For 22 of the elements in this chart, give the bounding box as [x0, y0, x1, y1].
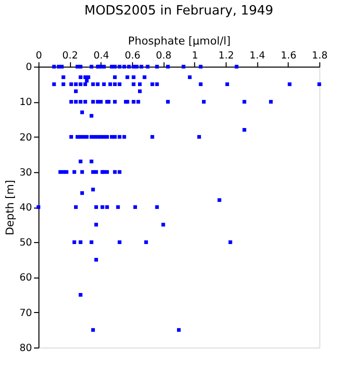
- x-tick-label: 1.2: [218, 50, 234, 62]
- x-tick-label: 1.6: [280, 50, 296, 62]
- y-tick-label: 20: [19, 132, 32, 144]
- y-tick-label: 50: [19, 238, 32, 249]
- x-tick-label: 0.2: [62, 50, 78, 62]
- y-tick-label: 70: [19, 308, 32, 319]
- x-tick-label: 1.8: [312, 50, 328, 62]
- x-tick-label: 0.4: [94, 50, 110, 62]
- x-tick-label: 1: [192, 50, 198, 62]
- y-tick-label: 40: [19, 202, 32, 214]
- chart-title: MODS2005 in February, 1949: [84, 3, 274, 18]
- y-tick-label: 60: [19, 272, 32, 284]
- y-tick-label: 80: [19, 342, 32, 354]
- y-tick-label: 10: [19, 97, 32, 108]
- y-tick-label: 0: [26, 62, 32, 74]
- y-tick-label: 30: [19, 167, 32, 178]
- x-tick-label: 0: [36, 50, 42, 62]
- y-axis-title: Depth [m]: [4, 180, 17, 236]
- x-axis-title: Phosphate [µmol/l]: [128, 34, 231, 48]
- x-tick-label: 0.8: [156, 50, 172, 62]
- x-tick-label: 0.6: [124, 50, 140, 62]
- x-tick-label: 1.4: [250, 50, 266, 62]
